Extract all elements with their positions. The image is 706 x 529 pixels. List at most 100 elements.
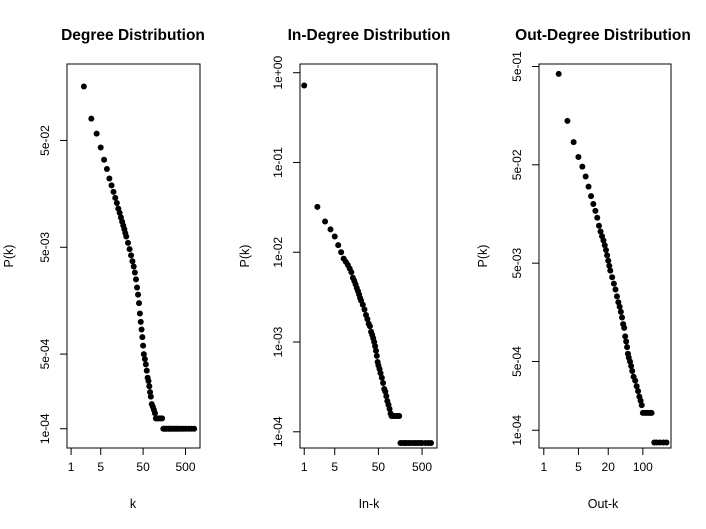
degree-data-point bbox=[106, 175, 113, 182]
degree-data-point bbox=[101, 156, 108, 163]
in-degree-data-point bbox=[427, 440, 434, 447]
out-degree-y-tick-label: 5e-02 bbox=[510, 149, 524, 180]
in-degree-data-point bbox=[331, 233, 338, 240]
degree-data-point bbox=[128, 252, 135, 259]
degree-chart-title: Degree Distribution bbox=[61, 27, 205, 44]
out-degree-y-axis-label: P(k) bbox=[476, 245, 490, 268]
out-degree-data-point bbox=[607, 267, 614, 274]
out-degree-data-point bbox=[555, 70, 562, 77]
degree-data-point bbox=[141, 355, 148, 362]
out-degree-data-point bbox=[633, 383, 640, 390]
in-degree-y-tick-label: 1e-04 bbox=[271, 416, 285, 447]
in-degree-data-point bbox=[364, 316, 371, 323]
degree-data-point bbox=[113, 199, 120, 206]
out-degree-data-point bbox=[626, 358, 633, 365]
degree-data-point bbox=[88, 115, 95, 122]
out-degree-data-point bbox=[616, 303, 623, 310]
degree-data-point bbox=[146, 383, 153, 390]
out-degree-data-point bbox=[624, 344, 631, 351]
in-degree-data-point bbox=[383, 393, 390, 400]
in-degree-data-point bbox=[366, 323, 373, 330]
out-degree-data-point bbox=[585, 183, 592, 190]
out-degree-data-point bbox=[632, 377, 639, 384]
in-degree-data-point bbox=[322, 218, 329, 225]
in-degree-y-tick-label: 1e-03 bbox=[271, 326, 285, 357]
out-degree-data-point bbox=[570, 139, 577, 146]
degree-data-point bbox=[137, 318, 144, 325]
in-degree-y-axis-label: P(k) bbox=[238, 245, 252, 268]
degree-data-point bbox=[123, 233, 130, 240]
in-degree-data-point bbox=[335, 242, 342, 249]
out-degree-data-point bbox=[619, 314, 626, 321]
degree-x-tick-label: 500 bbox=[175, 460, 195, 474]
in-degree-data-point bbox=[361, 306, 368, 313]
in-degree-data-point bbox=[372, 347, 379, 354]
degree-data-point bbox=[142, 361, 149, 368]
in-degree-data-point bbox=[372, 343, 379, 350]
degree-y-tick-label: 5e-03 bbox=[38, 232, 52, 263]
out-degree-x-axis-label: Out-k bbox=[588, 497, 619, 511]
degree-data-point bbox=[103, 166, 110, 173]
degree-data-point bbox=[191, 425, 198, 432]
degree-data-point bbox=[93, 130, 100, 137]
out-degree-data-point bbox=[575, 154, 582, 161]
degree-data-point bbox=[147, 389, 154, 396]
in-degree-data-point bbox=[301, 82, 308, 89]
out-degree-data-point bbox=[623, 338, 630, 345]
degree-data-point bbox=[136, 300, 143, 307]
degree-data-point bbox=[116, 209, 123, 216]
out-degree-data-point bbox=[595, 222, 602, 229]
out-degree-chart-title: Out-Degree Distribution bbox=[515, 27, 691, 44]
out-degree-data-point bbox=[635, 388, 642, 395]
degree-data-point bbox=[134, 284, 141, 291]
out-degree-y-tick-label: 5e-01 bbox=[510, 51, 524, 82]
in-degree-plot-frame bbox=[299, 63, 438, 449]
degree-data-point bbox=[151, 410, 158, 417]
out-degree-data-point bbox=[612, 286, 619, 293]
degree-data-point bbox=[136, 310, 143, 317]
in-degree-data-point bbox=[338, 249, 345, 256]
in-degree-chart-title: In-Degree Distribution bbox=[288, 27, 451, 44]
degree-x-tick-label: 1 bbox=[68, 460, 75, 474]
degree-y-tick-label: 1e-04 bbox=[38, 413, 52, 444]
degree-data-point bbox=[130, 263, 137, 270]
out-degree-plot-frame bbox=[538, 63, 672, 449]
in-degree-data-point bbox=[377, 370, 384, 377]
degree-y-tick-label: 5e-04 bbox=[38, 338, 52, 369]
in-degree-data-point bbox=[348, 269, 355, 276]
in-degree-distribution-panel: In-Degree Distribution In-k P(k) 1 5 50 500 1e-… bbox=[238, 27, 450, 511]
degree-y-tick-label: 5e-02 bbox=[38, 125, 52, 156]
degree-y-axis-label: P(k) bbox=[2, 245, 16, 268]
degree-data-point bbox=[97, 144, 104, 151]
out-degree-data-point bbox=[638, 402, 645, 409]
in-degree-data-point bbox=[359, 301, 366, 308]
out-degree-data-point bbox=[601, 242, 608, 249]
degree-data-point bbox=[138, 326, 145, 333]
in-degree-y-tick-label: 1e-02 bbox=[271, 237, 285, 268]
out-degree-data-point bbox=[604, 252, 611, 259]
out-degree-y-tick-label: 5e-04 bbox=[510, 346, 524, 377]
degree-data-point bbox=[139, 334, 146, 341]
out-degree-data-point bbox=[621, 324, 628, 331]
out-degree-data-point bbox=[602, 247, 609, 254]
in-degree-x-tick-label: 5 bbox=[331, 460, 338, 474]
in-degree-data-point bbox=[327, 226, 334, 233]
degree-data-point bbox=[112, 194, 119, 201]
out-degree-data-point bbox=[648, 409, 655, 416]
out-degree-y-tick-label: 1e-04 bbox=[510, 415, 524, 446]
degree-data-point bbox=[133, 276, 140, 283]
out-degree-data-point bbox=[606, 262, 613, 269]
out-degree-data-point bbox=[617, 308, 624, 315]
degree-data-point bbox=[140, 351, 147, 358]
out-degree-data-point bbox=[610, 280, 617, 287]
out-degree-data-point bbox=[564, 117, 571, 124]
degree-data-point bbox=[131, 269, 138, 276]
out-degree-data-point bbox=[663, 439, 670, 446]
out-degree-data-point bbox=[613, 293, 620, 300]
degree-data-point bbox=[110, 188, 117, 195]
in-degree-x-tick-label: 50 bbox=[372, 460, 386, 474]
in-degree-y-tick-label: 1e-01 bbox=[271, 147, 285, 178]
in-degree-data-point bbox=[378, 374, 385, 381]
out-degree-data-point bbox=[622, 333, 629, 340]
